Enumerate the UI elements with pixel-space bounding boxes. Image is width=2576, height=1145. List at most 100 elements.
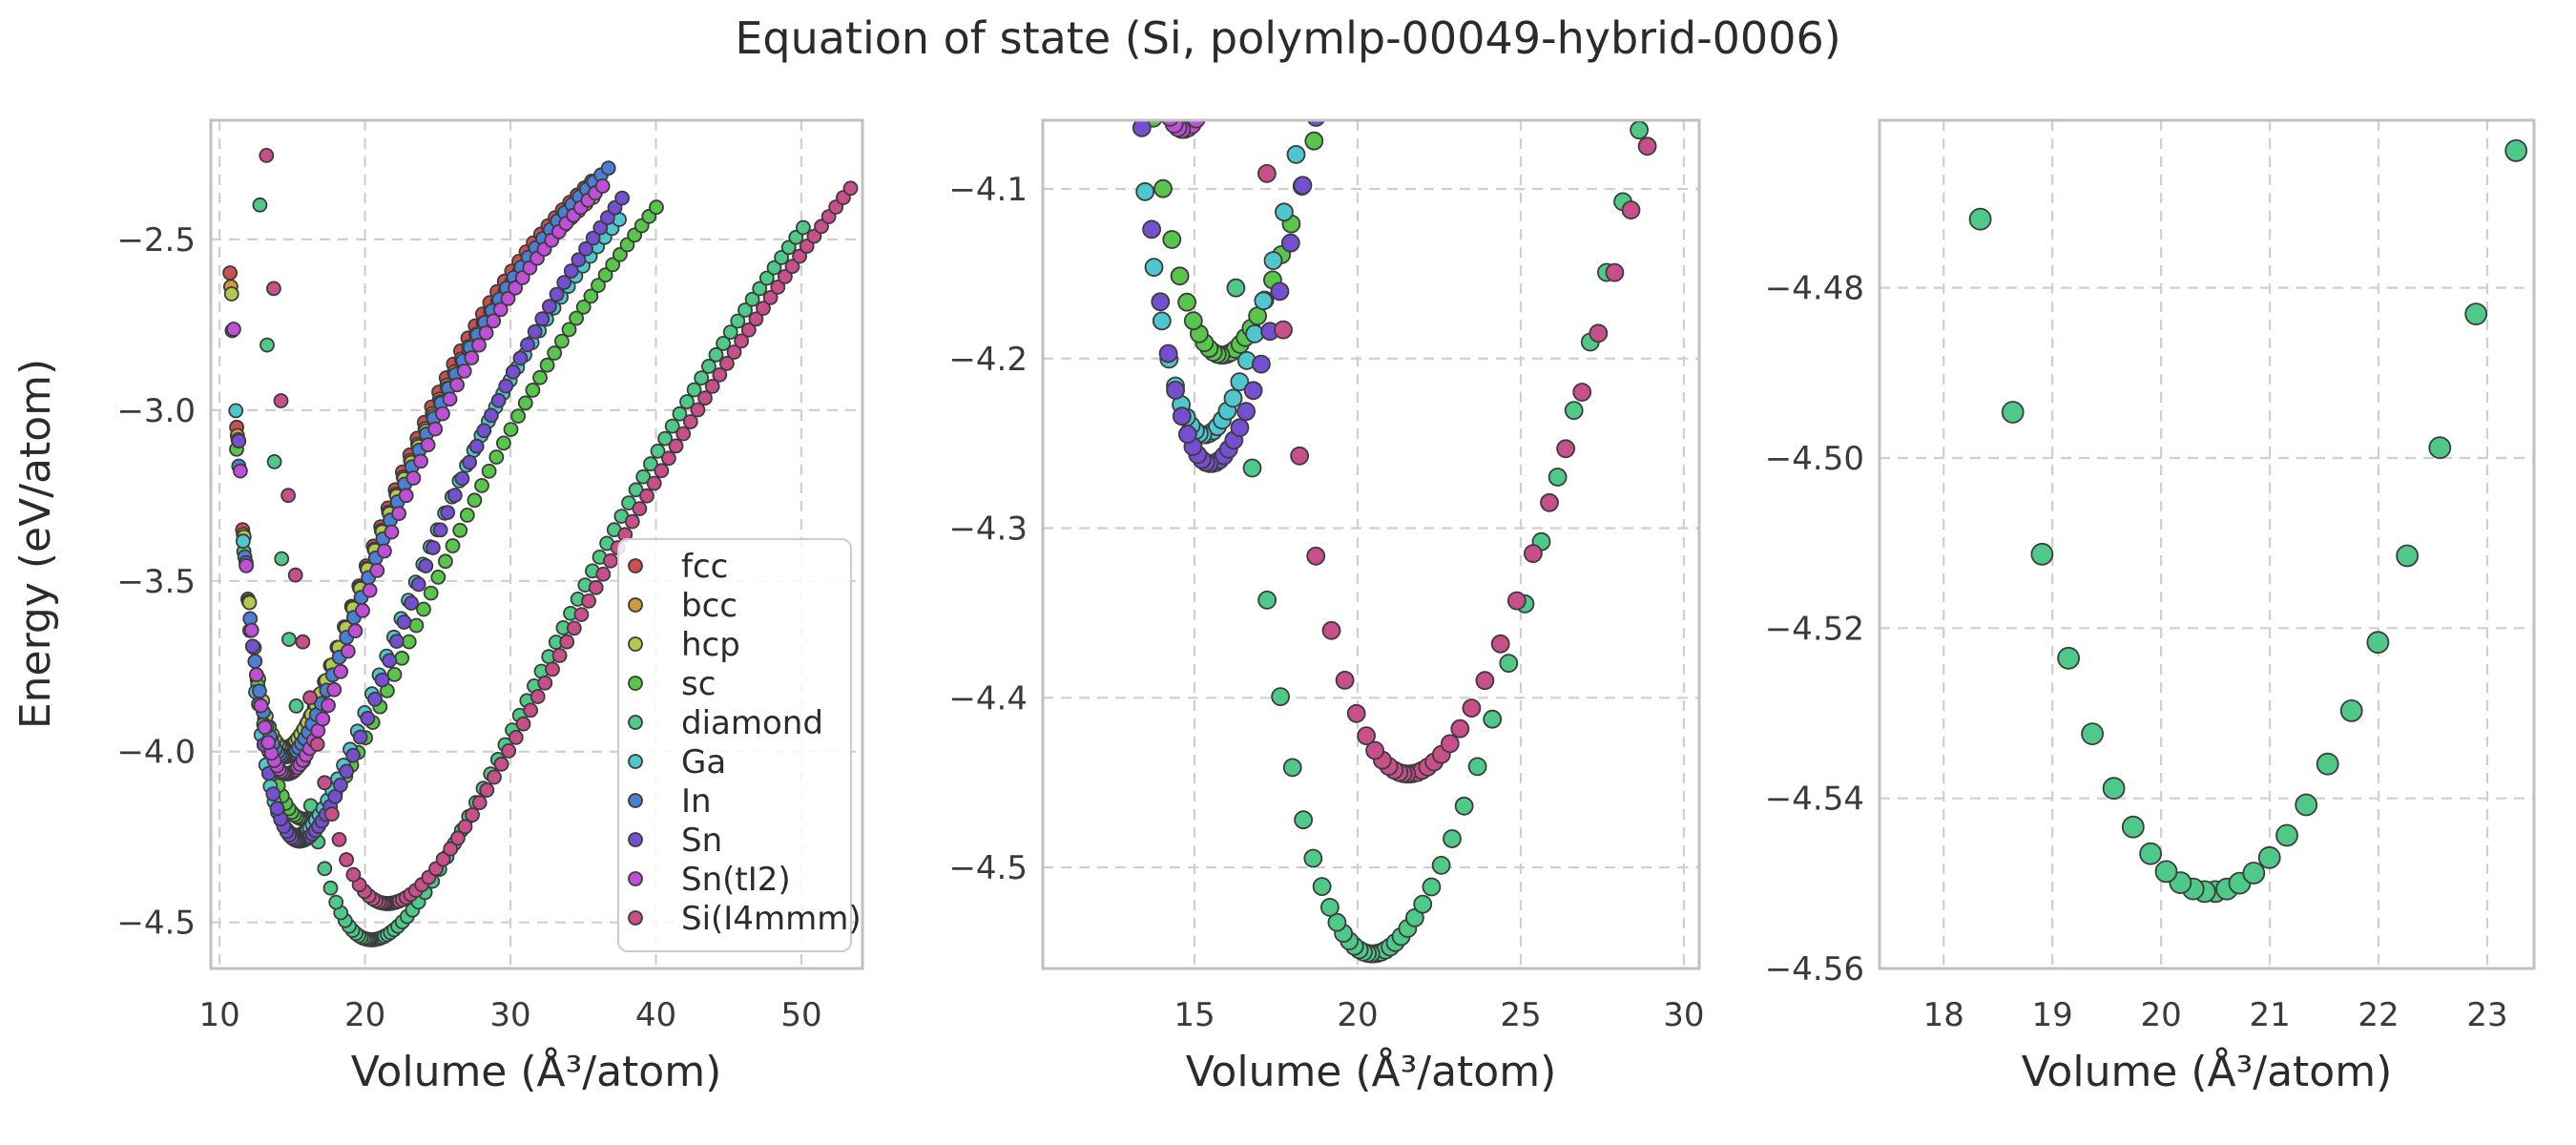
point-sn-ti2 [1197, 91, 1215, 108]
point-si-i4mmm [566, 620, 582, 636]
point-si-i4mmm [792, 248, 807, 264]
point-diamond [1422, 877, 1442, 897]
point-diamond [2464, 302, 2488, 326]
point-sc [525, 382, 541, 398]
point-si-i4mmm [501, 743, 517, 759]
point-hcp [1172, 0, 1189, 8]
point-sn [462, 454, 478, 470]
point-sn [1280, 233, 1300, 253]
point-hcp [1174, 0, 1192, 6]
point-sn-ti2 [1193, 102, 1210, 119]
point-diamond [701, 358, 717, 374]
point-sn-ti2 [1203, 74, 1220, 92]
point-si-i4mmm [265, 281, 281, 297]
x-tick-label: 10 [199, 996, 240, 1034]
point-si-i4mmm [331, 832, 347, 847]
point-sn [396, 614, 412, 630]
point-sc [554, 333, 570, 349]
point-sn-ti2 [594, 178, 611, 194]
point-sc [474, 477, 489, 493]
point-sn-ti2 [500, 290, 516, 306]
point-si-i4mmm [259, 147, 275, 163]
point-in [251, 683, 267, 699]
point-si-i4mmm [1462, 698, 1482, 718]
point-sn [410, 576, 426, 593]
point-sn-ti2 [478, 324, 494, 341]
point-sn [1306, 120, 1325, 127]
point-sc [1162, 230, 1182, 249]
axes-frame [209, 118, 864, 970]
point-sc [459, 508, 475, 523]
point-si-i4mmm [1655, 73, 1672, 90]
point-si-i4mmm [770, 279, 786, 295]
point-diamond [1242, 458, 1262, 478]
point-sn [1293, 176, 1313, 196]
point-sn-ti2 [347, 623, 364, 639]
point-sn [534, 311, 551, 327]
legend-marker-sn [628, 832, 643, 847]
point-ga [1301, 78, 1319, 95]
legend-marker-hcp [628, 636, 643, 652]
x-tick-label: 19 [2032, 996, 2073, 1034]
point-ga [228, 403, 244, 419]
y-tick-label: −4.56 [1765, 950, 1864, 989]
point-diamond [679, 394, 695, 409]
legend-marker-diamond [628, 715, 643, 730]
point-si-i4mmm [479, 782, 495, 798]
point-sn-ti2 [257, 719, 273, 736]
y-tick-label: −4.54 [1765, 781, 1864, 819]
point-diamond [1294, 810, 1313, 830]
point-sc [591, 278, 606, 294]
point-bcc [1163, 0, 1180, 12]
point-sc [481, 463, 497, 479]
panel-zoom-minimum: 18 19 20 21 22 23 −4.48 −4.50 −4.52 −4.54 −4.56 [1765, 118, 2536, 1034]
point-sn [600, 210, 615, 226]
legend-label-fcc: fcc [681, 548, 728, 586]
x-tick-label: 15 [1174, 996, 1215, 1034]
point-ga [1275, 202, 1294, 222]
point-sc [394, 650, 410, 666]
point-diamond [774, 249, 789, 265]
point-si-i4mmm [1450, 718, 1470, 739]
point-diamond [708, 346, 724, 363]
point-si-i4mmm [1365, 740, 1384, 760]
y-tick-label: −4.0 [116, 734, 196, 772]
y-tick-label: −4.3 [948, 510, 1028, 549]
point-diamond [2428, 436, 2452, 460]
point-si-i4mmm [295, 634, 311, 650]
point-sn-ti2 [434, 406, 450, 422]
point-sc [605, 257, 621, 273]
point-diamond [2057, 646, 2081, 670]
point-sn [440, 505, 456, 520]
point-bcc [1159, 0, 1176, 9]
point-sn [1243, 381, 1263, 401]
point-diamond [1483, 709, 1503, 729]
legend-box [617, 538, 852, 952]
point-diamond [2295, 793, 2318, 817]
point-ga [1254, 291, 1274, 311]
point-sc [1170, 266, 1190, 286]
point-si-i4mmm [748, 311, 764, 327]
point-si-i4mmm [704, 378, 720, 394]
point-sn [476, 423, 492, 439]
point-diamond [2139, 842, 2163, 865]
point-diamond [280, 632, 297, 647]
legend-item-sc: sc [628, 665, 716, 703]
point-sn [404, 595, 420, 611]
point-si-i4mmm [1290, 446, 1309, 466]
point-sn-ti2 [420, 437, 436, 453]
point-diamond [657, 430, 673, 447]
point-si-i4mmm [690, 402, 706, 418]
point-si-i4mmm [1274, 320, 1293, 340]
point-diamond [758, 270, 775, 286]
point-sc [575, 299, 592, 315]
point-si-i4mmm [762, 289, 779, 305]
point-sc [561, 322, 577, 338]
point-sn-ti2 [427, 421, 444, 437]
point-sn [418, 558, 434, 573]
point-si-i4mmm [756, 301, 771, 317]
point-ga [1127, 77, 1144, 94]
point-sn-ti2 [315, 711, 331, 727]
point-si-i4mmm [726, 344, 742, 360]
